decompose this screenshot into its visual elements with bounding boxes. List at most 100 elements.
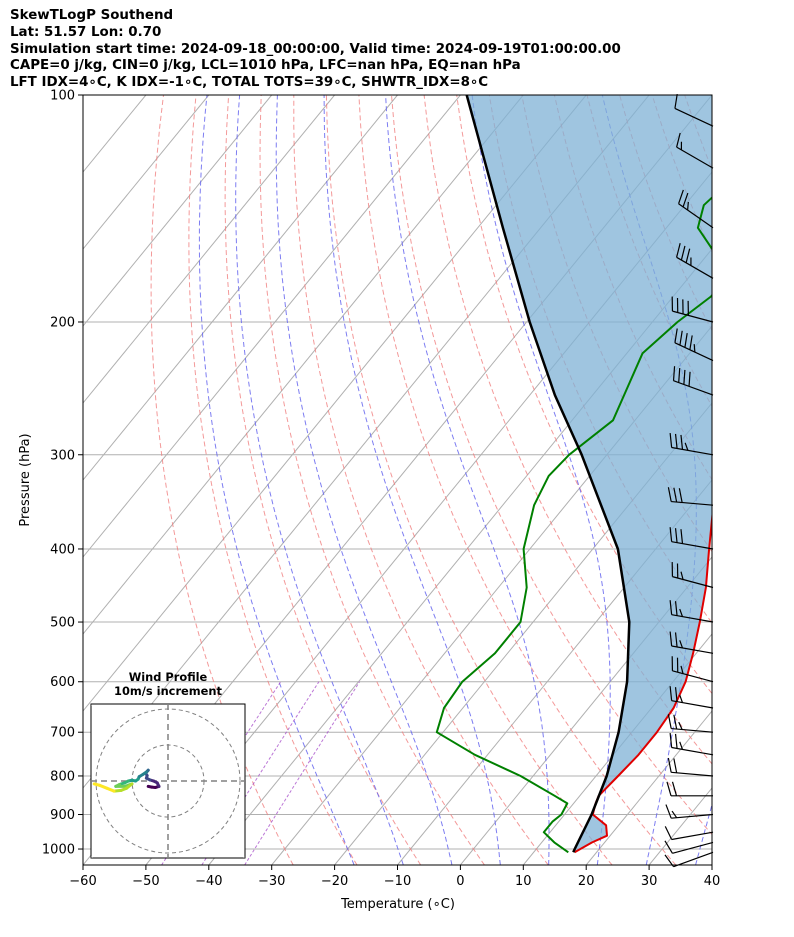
isotherm-line [83, 95, 84, 96]
x-tick-label: −30 [258, 874, 285, 889]
moist-adiabat-line [275, 95, 453, 865]
wind-barb-flag [688, 371, 691, 387]
x-tick-label: 40 [704, 874, 721, 889]
x-tick-label: −40 [195, 874, 222, 889]
y-tick-label: 500 [50, 616, 75, 631]
wind-barb-shaft [672, 670, 714, 683]
wind-barb [671, 656, 714, 683]
isotherm-line [271, 325, 712, 865]
wind-barb-flag [671, 781, 678, 796]
x-tick-label: 30 [641, 874, 658, 889]
wind-barb-flag [676, 243, 681, 258]
dry-adiabat-line [358, 95, 677, 865]
wind-barb-flag [680, 245, 686, 261]
wind-barb [676, 243, 714, 279]
wind-barb-flag [680, 665, 684, 674]
wind-barb-flag [667, 714, 672, 729]
isotherm-line [397, 479, 712, 865]
wind-barb-flag [674, 93, 678, 109]
y-tick-label: 600 [50, 675, 75, 690]
wind-barb [664, 826, 714, 841]
wind-barb-shaft [671, 500, 714, 506]
y-tick-label: 200 [50, 315, 75, 330]
x-tick-label: −50 [132, 874, 159, 889]
wind-barb-flag [666, 781, 672, 796]
moist-adiabat-line [235, 95, 404, 865]
wind-barb-shaft [673, 380, 714, 396]
wind-barb-shaft [673, 851, 714, 868]
wind-barb [667, 757, 714, 777]
wind-barb [669, 686, 714, 709]
isotherm-line [83, 95, 587, 712]
y-tick-label: 1000 [42, 843, 75, 858]
moist-adiabat-line [323, 95, 501, 865]
x-tick-label: −10 [384, 874, 411, 889]
isotherm-line [83, 95, 335, 404]
wind-barb-shaft [671, 771, 714, 777]
x-tick-label: 0 [456, 874, 464, 889]
wind-barb-shaft [671, 614, 714, 623]
wind-barb-flag [669, 432, 673, 448]
cape-line: CAPE=0 j/kg, CIN=0 j/kg, LCL=1010 hPa, L… [10, 58, 521, 74]
wind-barb-flag [664, 826, 673, 840]
wind-barb [666, 781, 713, 797]
moist-adiabat-line [385, 95, 550, 865]
wind-barb-shaft [671, 813, 714, 819]
isotherm-line [83, 95, 273, 327]
wind-barb [674, 328, 714, 362]
wind-barb-shaft [672, 576, 714, 589]
wind-barb [678, 189, 714, 229]
wind-barb [669, 527, 714, 550]
wind-barb-flag [687, 201, 689, 211]
chart-title: SkewTLogP Southend [10, 8, 174, 23]
x-tick-label: 10 [515, 874, 532, 889]
wind-barb-flag [684, 442, 689, 451]
dry-adiabat-line [150, 95, 294, 865]
wind-barb-flag [680, 434, 684, 450]
wind-barb [665, 804, 714, 819]
wind-barb-shaft [671, 700, 714, 709]
wind-barb [676, 132, 714, 169]
wind-barb-flag [669, 600, 673, 615]
wind-barb-flag [665, 804, 672, 819]
wind-barb-flag [673, 758, 678, 773]
mixing-ratio-line [161, 681, 282, 865]
wind-barb-flag [693, 344, 696, 353]
wind-barb [664, 851, 714, 868]
wind-barb-flag [685, 248, 691, 263]
wind-barb-shaft [671, 541, 714, 550]
wind-barb-flag [678, 721, 683, 730]
wind-barb-shaft [674, 342, 714, 362]
wind-barb-flag [671, 810, 678, 819]
wind-barb [669, 631, 714, 654]
mixing-ratio-line [201, 681, 320, 865]
wind-barb-flag [674, 328, 678, 343]
isotherm-line [460, 556, 712, 865]
x-tick-label: −60 [69, 874, 96, 889]
wind-barb-flag [669, 527, 673, 542]
wind-barb [664, 840, 714, 854]
wind-barb [674, 93, 714, 127]
wind-barb-shaft [671, 727, 714, 733]
wind-barb-flag [679, 330, 683, 346]
isotherm-line [208, 248, 712, 865]
wind-barb-flag [667, 487, 672, 502]
wind-barb [667, 487, 714, 506]
wind-barb-flag [669, 732, 673, 748]
x-axis-label: Temperature (∘C) [340, 897, 455, 912]
dewpoint-profile-line [435, 196, 712, 854]
wind-barb-shaft [676, 146, 714, 169]
wind-barb-flag [679, 640, 684, 649]
wind-barb-flag [678, 368, 681, 383]
isotherm-line [83, 95, 210, 250]
wind-barb-shaft [671, 446, 714, 456]
y-tick-label: 100 [50, 89, 75, 104]
dry-adiabat-line [717, 95, 794, 865]
hodograph-title-line1: Wind Profile [128, 670, 208, 684]
wind-barb [672, 366, 714, 396]
wind-barb-flag [678, 189, 684, 204]
y-tick-label: 400 [50, 542, 75, 557]
wind-barb-flag [679, 741, 684, 750]
dry-adiabat-line [188, 95, 358, 865]
